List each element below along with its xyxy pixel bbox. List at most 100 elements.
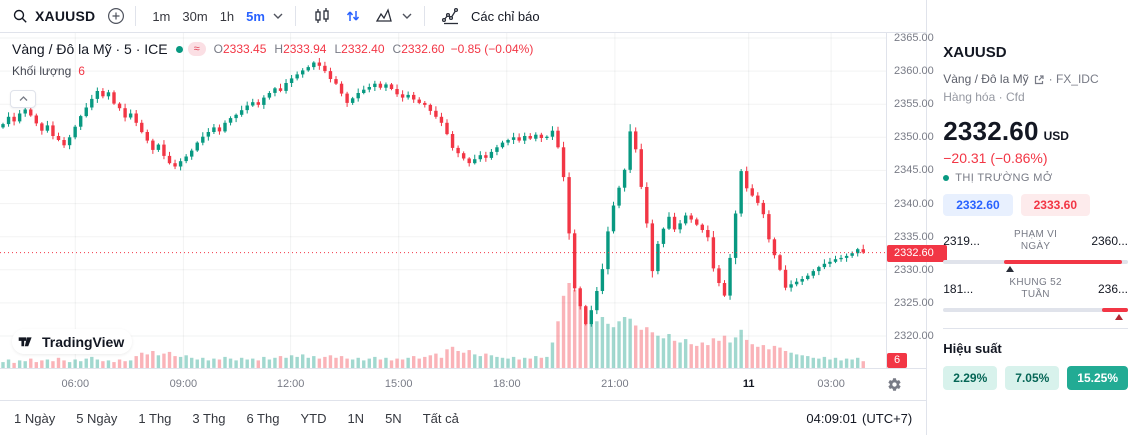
price-tick-label: 2330.00 (894, 263, 934, 276)
week52-range-high: 236... (1097, 282, 1128, 296)
timezone[interactable]: (UTC+7) (862, 410, 913, 426)
legend-low-value: 2332.40 (341, 42, 385, 56)
indicators-button[interactable]: Các chỉ báo (470, 8, 540, 24)
chart-section: XAUUSD 1m 30m 1h 5m (0, 0, 947, 435)
range-button-5[interactable]: YTD (300, 410, 327, 426)
timeframe-group: 1m 30m 1h 5m (146, 6, 271, 27)
price-tick-label: 2360.00 (894, 65, 934, 78)
time-tick-label: 03:00 (817, 378, 845, 390)
day-range-marker-icon (1005, 266, 1014, 272)
top-toolbar: XAUUSD 1m 30m 1h 5m (0, 0, 927, 33)
toolbar-separator (294, 6, 296, 26)
panel-price: 2332.60 (943, 116, 1039, 146)
range-button-1[interactable]: 5 Ngày (76, 410, 118, 426)
symbol-details-panel: XAUUSD Vàng / Đô la Mỹ · FX_IDC Hàng hóa… (926, 0, 1144, 435)
time-tick-label: 09:00 (169, 378, 198, 390)
tradingview-logo[interactable]: TradingView (12, 329, 133, 354)
panel-change: −20.31 (−0.86%) (943, 150, 1048, 166)
price-tick-label: 2320.00 (894, 330, 934, 342)
time-axis[interactable]: 06:00 09:00 12:00 15:00 18:00 21:00 11 03:00 (0, 368, 927, 400)
time-tick-label: 21:00 (601, 378, 629, 390)
market-status: THỊ TRƯỜNG MỞ (943, 172, 1128, 184)
bid-badge: 2332.60 (943, 194, 1013, 216)
external-link-icon[interactable] (1033, 74, 1045, 86)
legend-change: −0.85 (−0.04%) (450, 42, 534, 56)
timeframe-button-5m[interactable]: 5m (240, 6, 271, 27)
week52-range-marker-icon (1114, 314, 1123, 320)
price-axis[interactable]: 2332.60 6 2365.00 2360.00 2355.00 2350.00 23… (886, 32, 947, 369)
legend-open-value: 2333.45 (223, 42, 267, 56)
range-button-4[interactable]: 6 Thg (246, 410, 280, 426)
chart-region: Vàng / Đô la Mỹ · 5 · ICE ≈ O2333.45 H23… (0, 32, 947, 369)
candlestick-style-icon[interactable] (306, 3, 338, 29)
panel-divider (943, 328, 1128, 329)
collapse-pane-button[interactable] (10, 90, 36, 108)
symbol-group: XAUUSD (12, 7, 125, 25)
timeframe-button-30m[interactable]: 30m (176, 6, 213, 27)
price-tick-label: 2355.00 (894, 98, 934, 111)
clock[interactable]: 04:09:01 (806, 410, 858, 426)
time-tick-label: 18:00 (493, 378, 521, 390)
legend-open-label: O (213, 42, 223, 56)
week52-range-label: KHUNG 52 TUẦN (1009, 277, 1062, 300)
day-range-bar (943, 260, 1128, 272)
style-chevron-icon[interactable] (400, 11, 414, 21)
legend-close-value: 2332.60 (401, 42, 445, 56)
market-open-dot-icon (175, 45, 183, 53)
price-tick-label: 2340.00 (894, 197, 934, 210)
price-tick-label: 2345.00 (894, 164, 934, 177)
bid-ask-arrows-icon[interactable] (338, 4, 368, 28)
legend-low-label: L (334, 42, 342, 56)
area-style-icon[interactable] (368, 3, 400, 29)
chart-pane: Vàng / Đô la Mỹ · 5 · ICE ≈ O2333.45 H23… (0, 33, 886, 368)
range-button-8[interactable]: Tất cả (422, 410, 459, 426)
panel-symbol-name[interactable]: Vàng / Đô la Mỹ (943, 72, 1029, 86)
compare-add-icon[interactable] (107, 7, 125, 25)
tradingview-logo-text: TradingView (42, 333, 125, 350)
volume-legend-label[interactable]: Khối lượng (12, 64, 72, 78)
price-tick-label: 2365.00 (894, 32, 934, 44)
axis-settings-gear-icon[interactable] (887, 377, 902, 397)
ask-badge: 2333.60 (1020, 194, 1091, 216)
performance-badge-0: 2.29% (943, 366, 998, 390)
performance-badges: 2.29% 7.05% 15.25% (943, 366, 1128, 390)
performance-title: Hiệu suất (943, 341, 1002, 356)
panel-category: Hàng hóa · Cfd (943, 90, 1025, 104)
performance-badge-2: 15.25% (1067, 366, 1128, 390)
approx-data-badge: ≈ (187, 42, 206, 56)
range-button-7[interactable]: 5N (385, 410, 402, 426)
timeframe-button-1m[interactable]: 1m (146, 6, 176, 27)
panel-symbol-title[interactable]: XAUUSD (943, 44, 1007, 61)
range-button-2[interactable]: 1 Thg (138, 410, 172, 426)
time-ticks: 06:00 09:00 12:00 15:00 18:00 21:00 11 03:00 (0, 369, 886, 400)
toolbar-separator (135, 6, 137, 26)
day-range-row: 2319... PHẠM VI NGÀY 2360... (943, 229, 1128, 253)
timeframe-button-1h[interactable]: 1h (214, 6, 240, 27)
market-status-text: THỊ TRƯỜNG MỞ (955, 172, 1053, 184)
legend-symbol-title[interactable]: Vàng / Đô la Mỹ · 5 · ICE (12, 41, 168, 57)
range-selector: 1 Ngày 5 Ngày 1 Thg 3 Thg 6 Thg YTD 1N 5N Tất cả (14, 409, 806, 428)
range-button-6[interactable]: 1N (347, 410, 365, 426)
last-price-axis-label: 2332.60 (887, 244, 947, 262)
market-open-dot-icon (943, 175, 950, 181)
bottom-toolbar: 1 Ngày 5 Ngày 1 Thg 3 Thg 6 Thg YTD 1N 5N Tất cả… (0, 400, 927, 435)
time-tick-label: 12:00 (276, 378, 305, 390)
day-range-high: 2360... (1091, 234, 1129, 248)
price-tick-label: 2350.00 (894, 131, 934, 144)
candlestick-chart[interactable] (0, 33, 886, 368)
time-tick-label: 06:00 (61, 378, 90, 390)
legend-high-value: 2333.94 (283, 42, 327, 56)
indicators-icon[interactable] (435, 3, 467, 29)
search-icon[interactable] (12, 8, 28, 24)
timeframe-chevron-icon[interactable] (271, 11, 285, 21)
week52-range-low: 181... (943, 282, 974, 296)
chart-legend: Vàng / Đô la Mỹ · 5 · ICE ≈ O2333.45 H23… (12, 41, 533, 78)
day-range-low: 2319... (943, 234, 980, 248)
range-button-0[interactable]: 1 Ngày (14, 410, 56, 426)
legend-high-label: H (274, 42, 284, 56)
volume-axis-label: 6 (887, 353, 908, 369)
toolbar-separator (423, 6, 425, 26)
symbol-search-button[interactable]: XAUUSD (35, 8, 96, 24)
range-button-3[interactable]: 3 Thg (192, 410, 226, 426)
